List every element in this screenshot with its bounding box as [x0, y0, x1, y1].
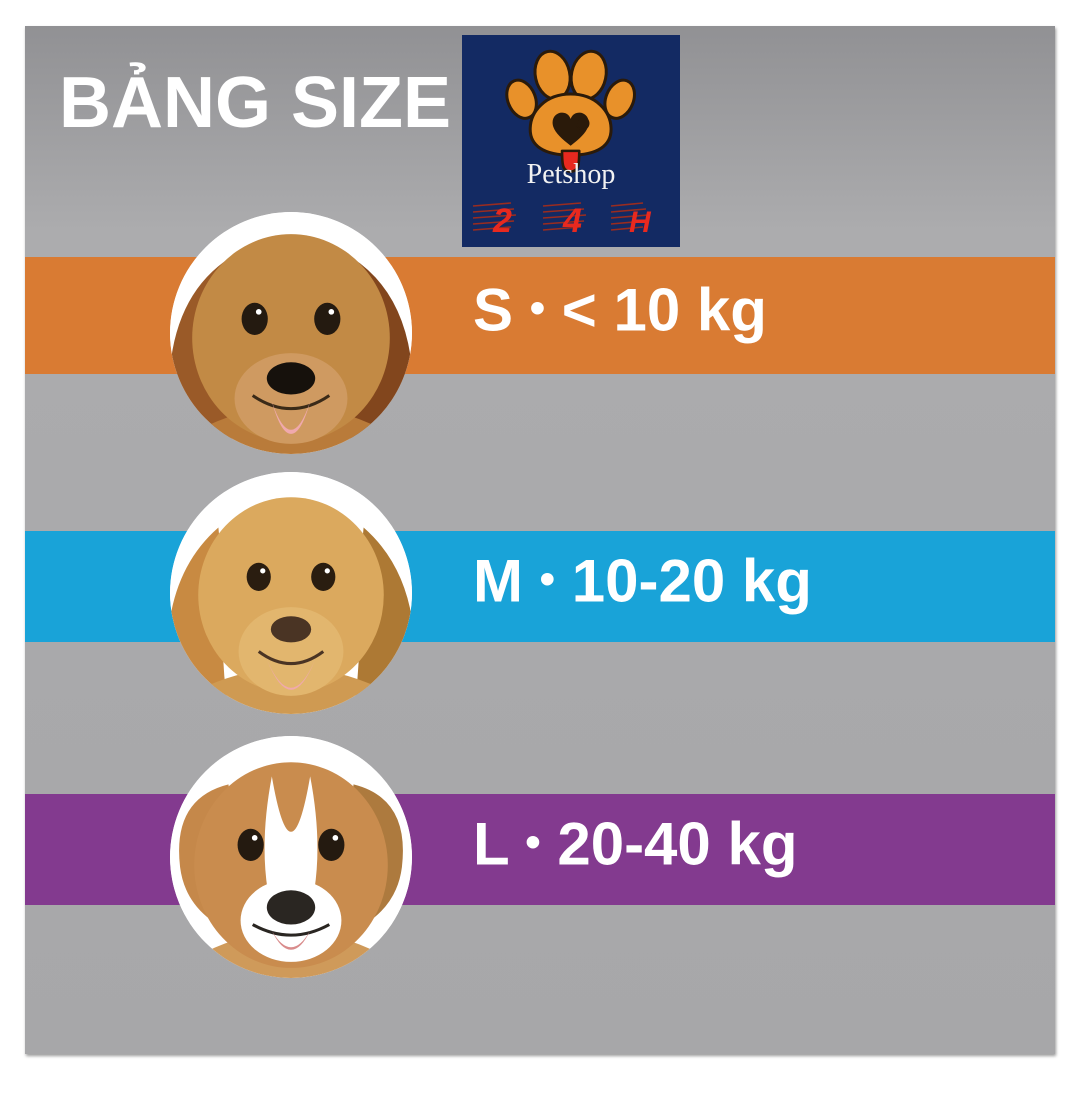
svg-text:2: 2 [492, 202, 512, 240]
svg-text:H: H [629, 206, 652, 239]
svg-text:4: 4 [562, 202, 582, 240]
